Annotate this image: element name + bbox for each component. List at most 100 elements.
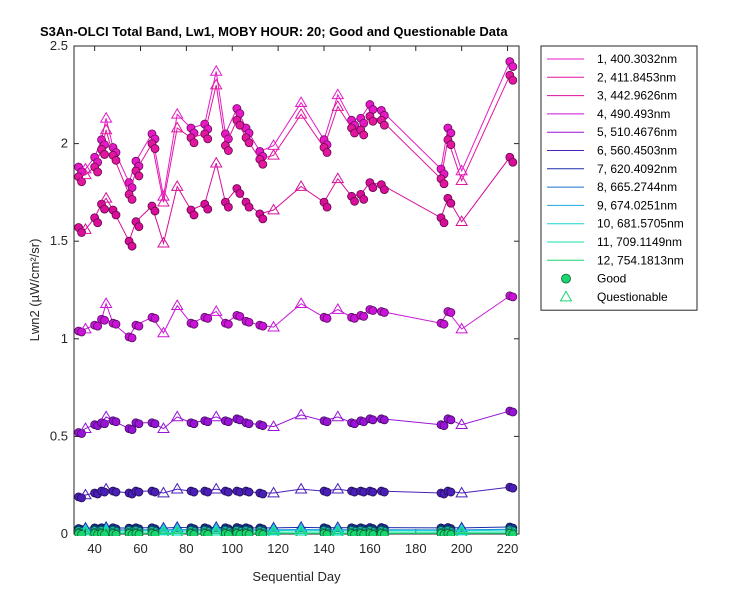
good-point [368,116,378,126]
good-point [359,311,369,321]
questionable-point [294,482,308,494]
legend-label-12: 12, 754.1813nm [597,253,684,267]
x-tick-label: 180 [405,541,427,556]
questionable-point [170,121,184,133]
questionable-point [79,168,92,180]
y-tick-label: 1 [61,331,68,346]
questionable-point [455,486,469,498]
questionable-point [157,486,170,498]
good-point [350,196,359,206]
questionable-point [268,526,279,536]
questionable-point [99,191,113,203]
questionable-point [79,322,92,334]
x-axis-label: Sequential Day [252,569,341,584]
questionable-point [267,420,280,431]
good-point [244,138,254,148]
legend-good-marker [561,273,571,284]
good-point [134,171,144,181]
good-point [258,159,268,169]
good-point [368,415,378,425]
good-point [77,177,86,187]
good-point [322,530,332,536]
legend-label-8: 8, 665.2744nm [597,180,677,194]
questionable-point [267,148,280,160]
good-point [134,487,144,497]
legend-label-2: 2, 411.8453nm [597,70,676,84]
good-point [189,530,199,536]
questionable-point [455,525,468,536]
questionable-point [171,525,184,536]
x-tick-label: 80 [179,541,193,556]
x-tick-label: 100 [221,541,243,556]
good-point [127,194,137,204]
good-point [100,419,109,429]
questionable-point [456,526,467,536]
good-point [368,183,378,193]
x-tick-label: 160 [359,541,381,556]
good-point [235,189,245,198]
good-point [446,530,456,536]
good-point [508,483,518,493]
good-point [203,530,213,536]
questionable-point [99,410,113,422]
questionable-point [331,88,345,100]
good-point [203,204,213,214]
questionable-point [157,195,170,207]
good-point [93,321,103,331]
good-point [134,530,144,536]
good-point [111,319,121,329]
good-point [322,417,332,427]
questionable-point [209,64,223,76]
good-point [77,327,86,337]
good-point [127,333,137,343]
questionable-point [79,223,92,234]
questionable-point [158,526,169,536]
questionable-point [157,525,170,536]
x-tick-label: 120 [267,541,289,556]
good-point [258,214,268,224]
questionable-point [99,111,113,123]
good-point [223,487,233,497]
good-point [244,419,254,429]
good-point [359,130,369,140]
legend-label-1: 1, 400.3032nm [597,52,677,66]
questionable-point [332,526,344,536]
good-point [446,198,456,208]
good-point [379,120,389,130]
y-tick-label: 0.5 [50,428,68,443]
questionable-point [294,525,308,536]
legend-label-7: 7, 620.4092nm [597,162,677,176]
questionable-point [267,486,280,498]
good-point [223,530,233,536]
good-point [223,146,233,155]
questionable-point [331,524,345,535]
questionable-point [79,162,92,174]
questionable-point [170,180,184,191]
x-tick-label: 40 [87,541,101,556]
good-point [508,62,518,72]
good-point [244,487,254,497]
good-point [508,75,518,85]
good-point [379,415,389,425]
questionable-point [157,524,170,536]
questionable-point [209,523,223,535]
questionable-point [294,180,308,191]
good-point [258,421,268,431]
legend-label-4: 4, 490.493nm [597,107,670,121]
good-point [111,417,121,427]
questionable-point [294,96,308,107]
questionable-point [171,526,183,536]
good-point [368,530,378,536]
good-point [203,313,213,323]
good-point [127,425,137,434]
questionable-point [455,174,469,186]
legend-label-5: 5, 510.4676nm [597,125,677,139]
questionable-point [209,520,223,532]
good-point [111,155,121,165]
good-point [189,138,199,148]
good-point [322,487,332,497]
good-point [379,185,389,194]
good-point [93,167,103,177]
